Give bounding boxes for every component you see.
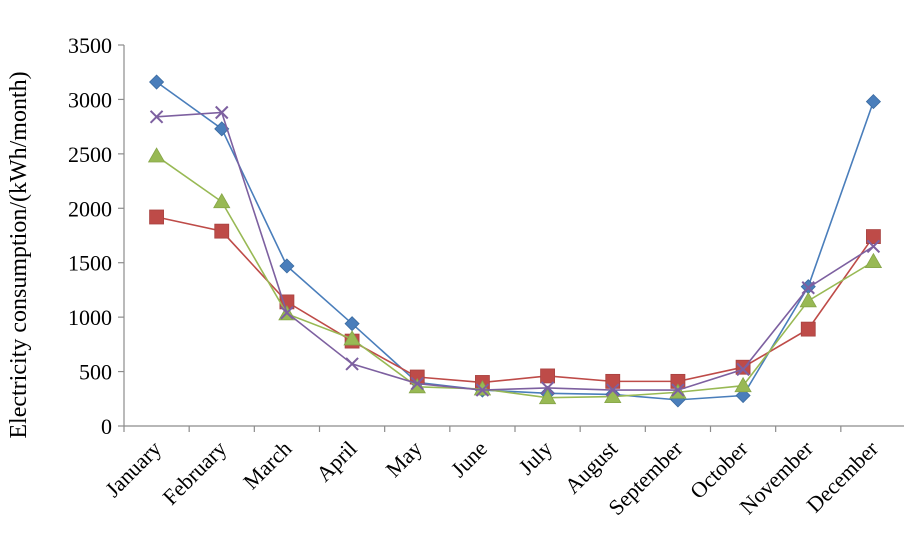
series-line bbox=[156, 216, 875, 384]
x-tick-label: August bbox=[560, 436, 623, 499]
data-point bbox=[606, 383, 620, 397]
data-point bbox=[280, 306, 294, 320]
x-tick-label: December bbox=[801, 435, 883, 517]
data-point bbox=[149, 209, 164, 225]
y-tick-label: 500 bbox=[79, 360, 112, 385]
x-tick-label: March bbox=[238, 436, 296, 494]
y-axis-title: Electricity consumption/(kWh/month) bbox=[6, 71, 32, 438]
x-tick-label: April bbox=[311, 436, 362, 487]
data-point bbox=[214, 223, 230, 239]
x-tick-label: July bbox=[513, 436, 557, 480]
y-tick-label: 0 bbox=[101, 414, 112, 439]
data-point bbox=[800, 321, 816, 337]
y-tick-label: 3500 bbox=[68, 33, 112, 58]
series-line bbox=[156, 155, 874, 399]
data-point bbox=[801, 281, 815, 295]
x-tick-label: June bbox=[446, 436, 492, 482]
data-point bbox=[734, 376, 752, 393]
data-point bbox=[540, 381, 555, 395]
x-tick-label: May bbox=[381, 436, 427, 482]
series-3 bbox=[147, 147, 883, 405]
data-point bbox=[410, 376, 424, 391]
data-point bbox=[343, 330, 361, 346]
axes: 0500100015002000250030003500JanuaryFebru… bbox=[68, 33, 904, 520]
data-point bbox=[866, 239, 881, 254]
data-point bbox=[671, 383, 685, 397]
data-point bbox=[345, 357, 359, 371]
series-2 bbox=[149, 209, 881, 390]
series-4 bbox=[149, 105, 881, 397]
data-point bbox=[473, 380, 492, 396]
data-point bbox=[538, 388, 557, 405]
x-tick-label: February bbox=[157, 436, 231, 510]
data-point bbox=[215, 105, 229, 120]
data-point bbox=[864, 252, 883, 269]
data-point bbox=[540, 368, 555, 384]
data-point bbox=[408, 378, 426, 394]
series-line bbox=[156, 81, 875, 401]
data-point bbox=[865, 94, 881, 110]
y-tick-label: 2000 bbox=[68, 196, 112, 221]
data-point bbox=[213, 192, 231, 209]
y-tick-label: 3000 bbox=[68, 87, 112, 112]
y-tick-label: 1500 bbox=[68, 251, 112, 276]
data-point bbox=[604, 387, 622, 404]
series-1 bbox=[149, 74, 881, 408]
series-layer bbox=[147, 74, 883, 408]
data-point bbox=[279, 258, 295, 274]
data-point bbox=[149, 74, 165, 90]
data-point bbox=[149, 110, 164, 124]
data-point bbox=[736, 362, 750, 377]
data-point bbox=[147, 147, 166, 163]
data-point bbox=[799, 292, 817, 308]
data-point bbox=[475, 383, 490, 397]
series-line bbox=[156, 111, 874, 391]
y-tick-label: 1000 bbox=[68, 305, 112, 330]
y-tick-label: 2500 bbox=[68, 142, 112, 167]
data-point bbox=[866, 229, 881, 244]
